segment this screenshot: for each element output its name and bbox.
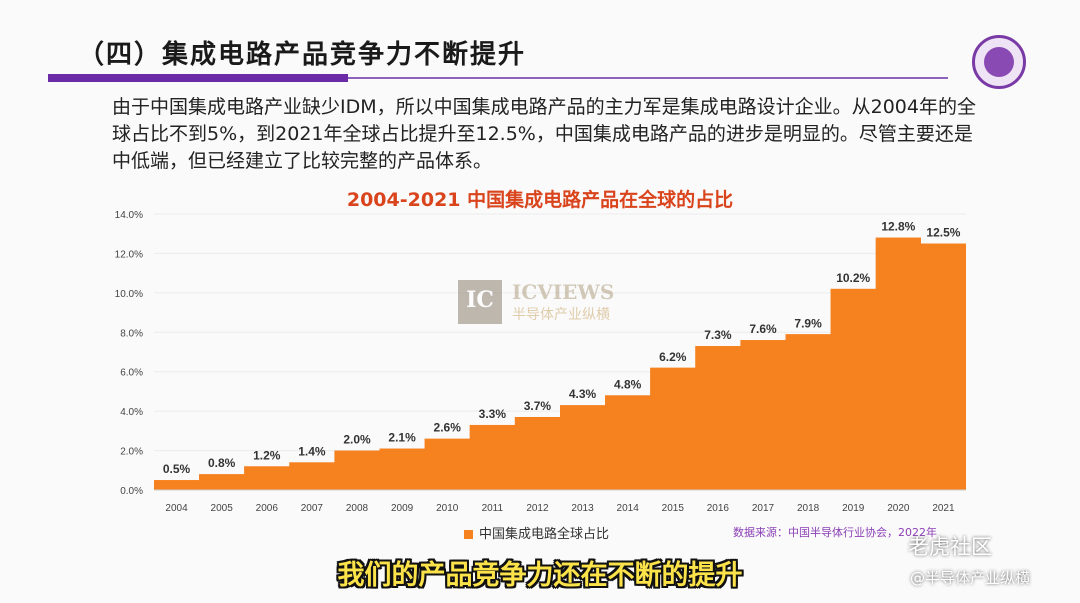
area-step bbox=[650, 367, 696, 490]
author-handle: @半导体产业纵横 bbox=[910, 569, 1031, 587]
area-step bbox=[154, 480, 200, 490]
area-step bbox=[920, 243, 966, 490]
y-tick-label: 8.0% bbox=[120, 328, 143, 339]
data-label: 7.6% bbox=[749, 322, 777, 336]
title-underline bbox=[348, 77, 948, 79]
x-tick-label: 2008 bbox=[346, 503, 369, 514]
x-tick-label: 2021 bbox=[932, 503, 955, 514]
x-tick-label: 2019 bbox=[842, 503, 865, 514]
area-step bbox=[830, 288, 876, 490]
data-label: 7.3% bbox=[704, 328, 732, 342]
data-label: 0.5% bbox=[163, 462, 191, 476]
watermark-subtitle: 半导体产业纵横 bbox=[512, 307, 610, 323]
y-tick-label: 6.0% bbox=[120, 368, 143, 379]
y-tick-label: 0.0% bbox=[120, 486, 143, 497]
data-label: 12.5% bbox=[926, 226, 960, 240]
area-step bbox=[605, 395, 651, 490]
data-label: 4.3% bbox=[569, 387, 597, 401]
video-subtitle: 我们的产品竞争力还在不断的提升 bbox=[337, 560, 743, 591]
area-step bbox=[875, 237, 921, 490]
y-tick-label: 14.0% bbox=[115, 210, 143, 221]
data-source-note: 数据来源：中国半导体行业协会，2022年 bbox=[733, 526, 937, 539]
y-tick-label: 10.0% bbox=[115, 289, 143, 300]
title-underline-accent bbox=[48, 74, 348, 82]
y-tick-label: 12.0% bbox=[115, 249, 143, 260]
x-tick-label: 2018 bbox=[797, 503, 820, 514]
data-label: 2.1% bbox=[388, 431, 416, 445]
y-tick-label: 4.0% bbox=[120, 407, 143, 418]
area-step bbox=[785, 334, 831, 490]
x-tick-label: 2020 bbox=[887, 503, 910, 514]
data-label: 7.9% bbox=[794, 316, 822, 330]
x-tick-label: 2014 bbox=[617, 503, 640, 514]
area-step bbox=[695, 346, 741, 490]
university-logo-icon bbox=[972, 35, 1026, 89]
community-watermark: 老虎社区 bbox=[908, 535, 992, 559]
legend-swatch bbox=[464, 530, 473, 539]
area-step bbox=[244, 466, 290, 490]
area-step bbox=[424, 438, 470, 490]
x-tick-label: 2015 bbox=[662, 503, 685, 514]
data-label: 1.4% bbox=[298, 444, 326, 458]
x-tick-label: 2006 bbox=[256, 503, 279, 514]
x-tick-label: 2012 bbox=[526, 503, 549, 514]
data-label: 0.8% bbox=[208, 456, 236, 470]
data-label: 10.2% bbox=[836, 271, 870, 285]
x-tick-label: 2010 bbox=[436, 503, 459, 514]
area-step bbox=[289, 462, 335, 490]
x-tick-label: 2009 bbox=[391, 503, 414, 514]
data-label: 3.7% bbox=[524, 399, 552, 413]
area-step bbox=[199, 474, 245, 490]
area-step bbox=[560, 405, 606, 490]
data-label: 1.2% bbox=[253, 448, 281, 462]
x-tick-label: 2011 bbox=[482, 503, 504, 514]
data-label: 2.0% bbox=[343, 433, 371, 447]
area-step bbox=[334, 450, 380, 490]
data-label: 3.3% bbox=[479, 407, 507, 421]
watermark-name: ICVIEWS bbox=[512, 280, 615, 304]
intro-paragraph: 由于中国集成电路产业缺少IDM，所以中国集成电路产品的主力军是集成电路设计企业。… bbox=[112, 96, 976, 172]
area-step bbox=[740, 340, 786, 490]
data-label: 12.8% bbox=[881, 220, 915, 234]
x-tick-label: 2013 bbox=[571, 503, 594, 514]
chart-title: 2004-2021 中国集成电路产品在全球的占比 bbox=[346, 189, 734, 211]
area-step bbox=[514, 417, 560, 490]
area-step bbox=[469, 424, 515, 490]
data-label: 2.6% bbox=[434, 421, 462, 435]
y-tick-label: 2.0% bbox=[120, 447, 143, 458]
data-label: 6.2% bbox=[659, 350, 687, 364]
x-tick-label: 2017 bbox=[752, 503, 775, 514]
x-tick-label: 2007 bbox=[301, 503, 324, 514]
watermark-logo-icon: IC bbox=[458, 280, 502, 324]
chart-legend: 中国集成电路全球占比 bbox=[464, 523, 609, 542]
legend-label: 中国集成电路全球占比 bbox=[479, 527, 610, 542]
x-tick-label: 2005 bbox=[211, 503, 234, 514]
x-tick-label: 2004 bbox=[165, 503, 188, 514]
data-label: 4.8% bbox=[614, 377, 642, 391]
page-title: （四）集成电路产品竞争力不断提升 bbox=[78, 40, 527, 70]
x-tick-label: 2016 bbox=[707, 503, 730, 514]
area-step bbox=[379, 448, 425, 490]
